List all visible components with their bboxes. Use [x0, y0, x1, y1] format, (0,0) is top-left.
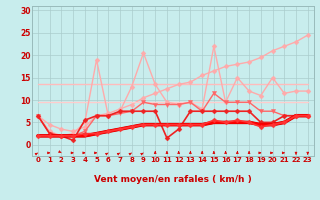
X-axis label: Vent moyen/en rafales ( km/h ): Vent moyen/en rafales ( km/h ) [94, 174, 252, 184]
